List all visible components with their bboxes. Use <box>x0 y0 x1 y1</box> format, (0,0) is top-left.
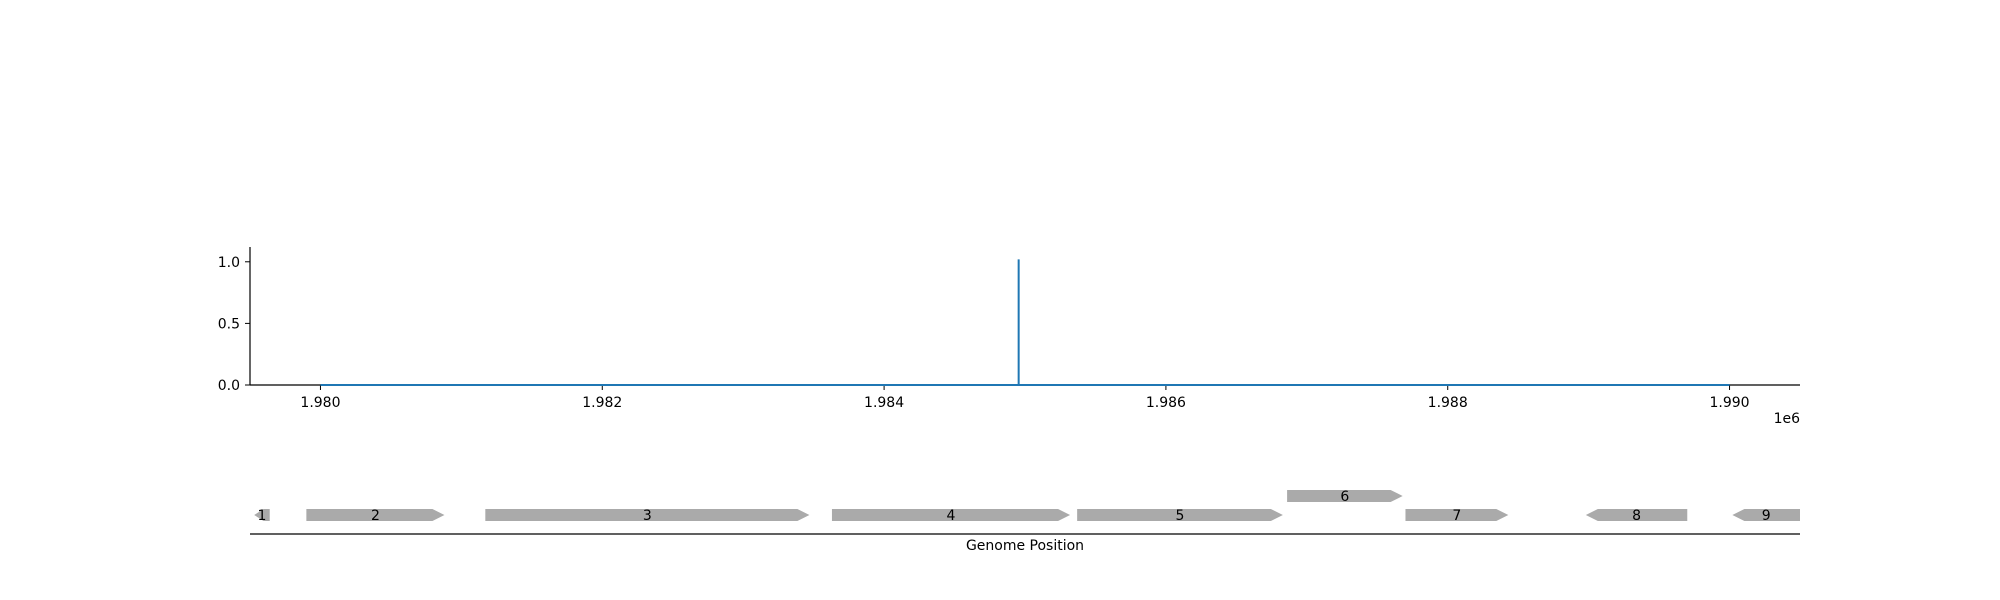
x-tick-label: 1.990 <box>1709 395 1749 411</box>
gene-label: 6 <box>1340 489 1349 505</box>
x-tick-label: 1.986 <box>1146 395 1186 411</box>
gene-arrow <box>485 509 810 521</box>
genes-layer: 1 2 3 4 5 6 7 8 9 <box>254 489 1800 524</box>
gene-arrow <box>1077 509 1283 521</box>
x-tick-label: 1.984 <box>864 395 904 411</box>
gene-label: 9 <box>1762 508 1771 524</box>
x-tick-label: 1.982 <box>582 395 622 411</box>
x-axis-ticks: 1.980 1.982 1.984 1.986 1.988 1.990 <box>300 385 1750 411</box>
gene-label: 3 <box>643 508 652 524</box>
series-layer <box>320 259 1730 386</box>
gene-arrow <box>831 509 1071 521</box>
y-tick-label: 0.0 <box>218 378 240 394</box>
gene-arrow <box>1405 509 1509 521</box>
gene-label: 8 <box>1632 508 1641 524</box>
gene-track-xlabel: Genome Position <box>966 538 1084 554</box>
y-tick-label: 1.0 <box>218 255 240 271</box>
coverage-plot: 1.980 1.982 1.984 1.986 1.988 1.990 0.0 0.5 1.0… <box>218 247 1800 427</box>
gene-label: 2 <box>371 508 380 524</box>
gene-arrow <box>306 509 445 521</box>
coverage-line <box>320 259 1730 386</box>
gene-track: 1 2 3 4 5 6 7 8 9 Genome Position <box>250 489 1800 554</box>
gene-arrow <box>1287 490 1403 502</box>
gene-label: 1 <box>258 508 267 524</box>
gene-arrow <box>1585 509 1688 521</box>
gene-label: 4 <box>947 508 956 524</box>
x-tick-label: 1.988 <box>1428 395 1468 411</box>
gene-label: 7 <box>1452 508 1461 524</box>
y-tick-label: 0.5 <box>218 316 240 332</box>
y-axis-ticks: 0.0 0.5 1.0 <box>218 255 250 394</box>
gene-arrow <box>254 509 270 521</box>
x-axis-offset-label: 1e6 <box>1774 411 1801 427</box>
gene-arrow <box>1732 509 1800 521</box>
gene-label: 5 <box>1176 508 1185 524</box>
x-tick-label: 1.980 <box>300 395 340 411</box>
